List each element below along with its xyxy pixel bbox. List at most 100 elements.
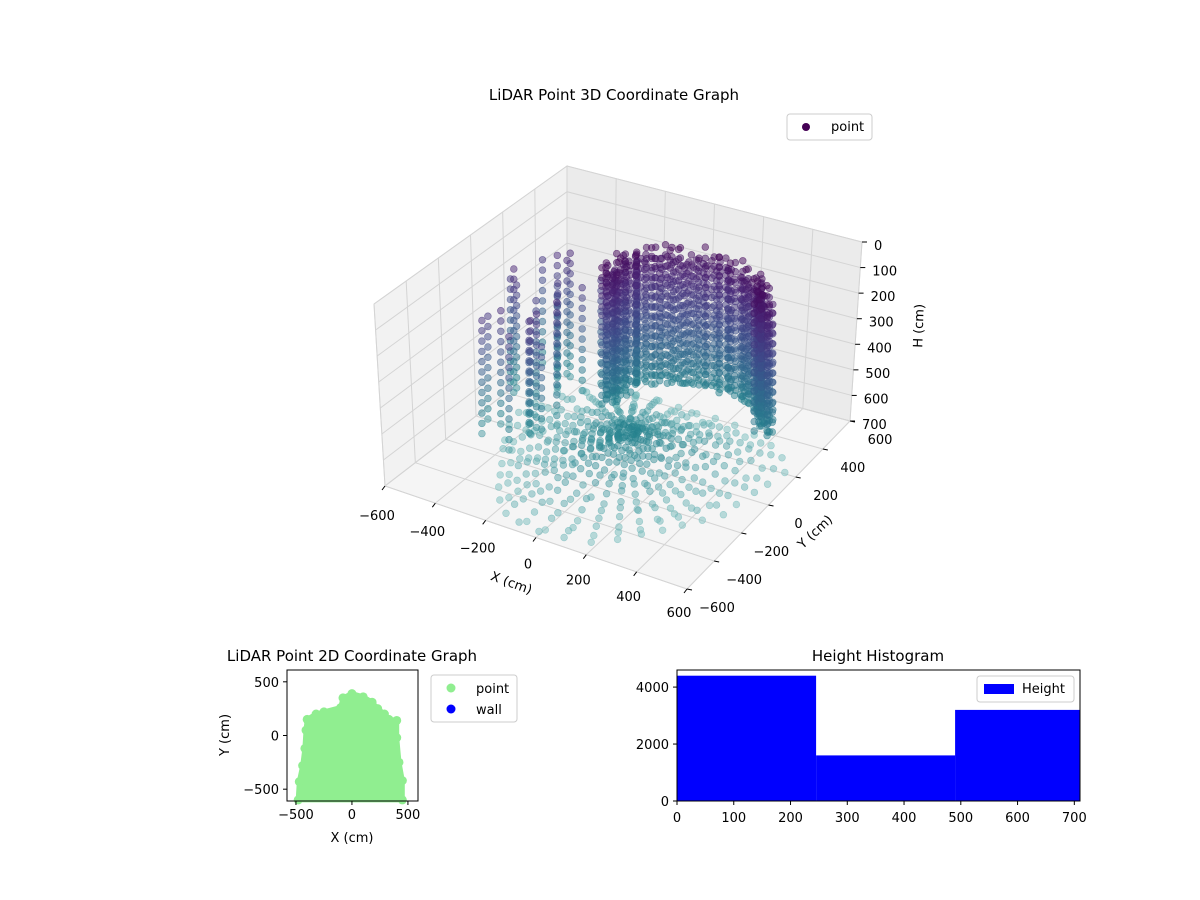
point-3d: [695, 301, 703, 309]
point-3d: [564, 412, 572, 420]
point-3d: [711, 414, 719, 423]
point-2d: [397, 776, 407, 786]
y-tick-label-3d: 200: [813, 489, 838, 504]
point-3d: [505, 333, 513, 341]
point-3d: [622, 370, 631, 379]
point-3d: [596, 429, 605, 437]
point-3d: [703, 349, 711, 357]
point-3d: [605, 458, 613, 466]
point-3d: [651, 380, 659, 388]
point-3d: [562, 430, 570, 439]
point-3d: [726, 259, 735, 267]
point-2d: [293, 795, 303, 805]
point-3d: [665, 456, 673, 464]
point-3d: [622, 381, 631, 389]
point-3d: [763, 480, 772, 488]
point-3d: [525, 408, 533, 416]
point-3d: [646, 469, 655, 477]
point-3d: [767, 451, 775, 459]
legend-2d-wall-marker: [446, 704, 456, 714]
point-3d: [605, 480, 613, 488]
legend-histogram: Height: [976, 675, 1075, 703]
point-3d: [615, 258, 623, 266]
point-3d: [763, 382, 771, 390]
point-3d: [478, 347, 486, 356]
point-3d: [537, 363, 546, 372]
y-tick-mark-3d: [768, 504, 774, 507]
point-3d: [674, 513, 683, 521]
point-3d: [554, 289, 562, 298]
legend-3d-label: point: [831, 120, 864, 135]
point-3d: [615, 512, 624, 521]
point-3d: [532, 331, 541, 339]
point-3d: [563, 256, 571, 265]
point-3d: [651, 350, 659, 359]
point-3d: [572, 489, 581, 497]
point-3d: [685, 347, 693, 355]
point-3d: [678, 475, 686, 484]
point-3d: [677, 449, 685, 458]
histogram-bars: [677, 675, 1080, 801]
point-3d: [510, 378, 518, 386]
point-3d: [693, 506, 701, 514]
point-3d: [679, 379, 687, 387]
point-3d: [715, 291, 723, 299]
point-3d: [613, 535, 622, 544]
point-3d: [651, 332, 659, 340]
y-tick-label-3d: −400: [726, 573, 762, 588]
point-3d: [750, 408, 758, 416]
point-3d: [598, 332, 606, 340]
point-3d: [510, 357, 518, 366]
point-3d: [695, 310, 703, 319]
point-3d: [698, 478, 707, 486]
x-tick-label-2d: 500: [396, 808, 421, 823]
point-3d: [505, 353, 513, 361]
point-3d: [732, 500, 741, 509]
point-3d: [600, 444, 608, 453]
point-3d: [597, 506, 606, 515]
point-3d: [510, 296, 518, 304]
point-3d: [535, 431, 544, 439]
point-3d: [742, 474, 750, 482]
grid-line: [405, 280, 416, 463]
point-3d: [515, 408, 523, 417]
point-3d: [618, 446, 626, 455]
point-3d: [602, 490, 611, 498]
point-3d: [598, 412, 606, 421]
point-3d: [553, 370, 561, 378]
point-3d: [715, 272, 723, 280]
point-3d: [703, 280, 711, 289]
point-3d: [622, 352, 631, 360]
point-3d: [532, 310, 541, 318]
point-3d: [497, 379, 505, 387]
z-tick-label-3d: 0: [874, 239, 882, 254]
point-3d: [522, 470, 530, 478]
point-3d: [495, 483, 503, 491]
point-3d: [687, 251, 696, 259]
legend-histogram-label: Height: [1022, 682, 1065, 697]
point-3d: [566, 495, 575, 503]
point-3d: [537, 343, 546, 351]
title-3d: LiDAR Point 3D Coordinate Graph: [489, 86, 739, 104]
point-3d: [578, 506, 586, 514]
point-3d: [553, 298, 561, 306]
point-3d: [513, 421, 522, 430]
point-3d: [510, 500, 519, 508]
point-3d: [715, 263, 723, 271]
point-3d: [553, 486, 562, 494]
point-3d: [510, 306, 518, 314]
point-3d: [663, 331, 671, 339]
point-3d: [478, 409, 486, 417]
grid-line: [437, 257, 447, 440]
x-tick-label-3d: 200: [566, 574, 591, 589]
point-3d: [630, 480, 638, 488]
point-3d: [478, 368, 486, 376]
point-3d: [602, 287, 610, 296]
x-tick-label-3d: −200: [460, 541, 496, 556]
point-3d: [674, 315, 683, 323]
histogram-bar: [677, 675, 817, 801]
point-3d: [638, 467, 646, 475]
point-3d: [651, 503, 659, 512]
point-3d: [658, 489, 667, 497]
point-3d: [750, 319, 758, 327]
